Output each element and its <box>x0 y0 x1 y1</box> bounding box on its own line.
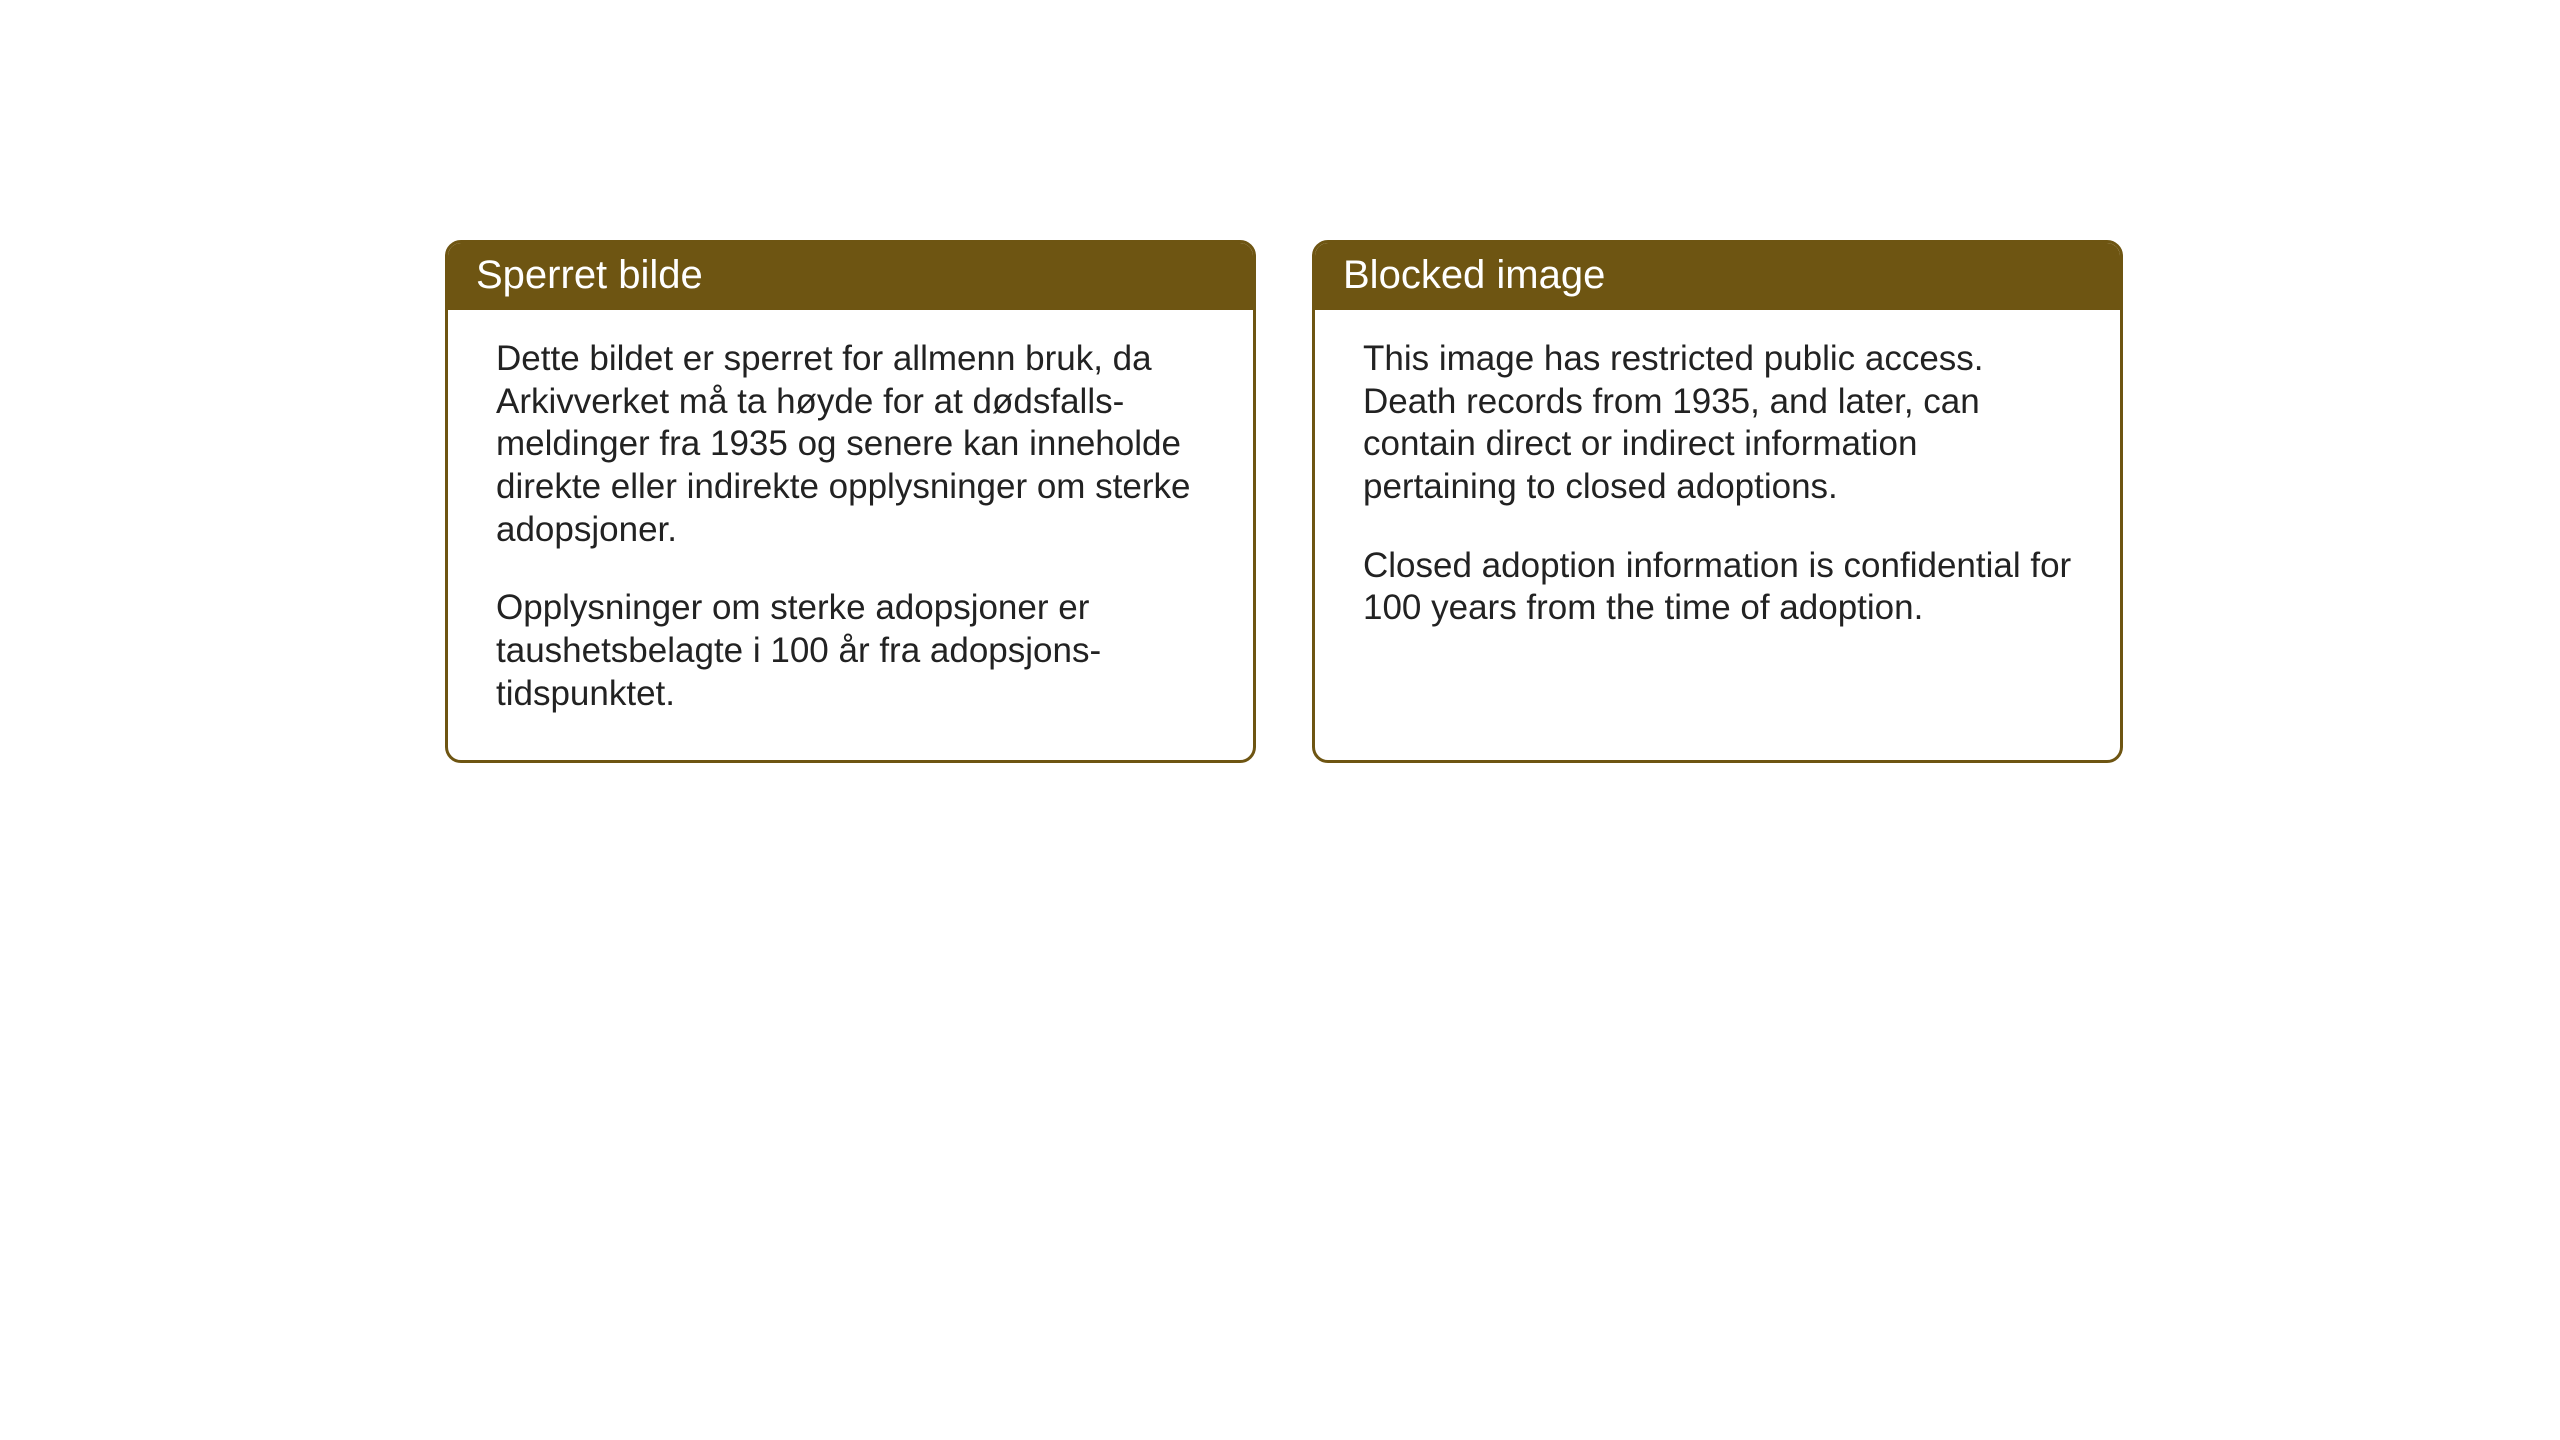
notice-paragraph: Dette bildet er sperret for allmenn bruk… <box>496 338 1205 551</box>
notice-card-body: This image has restricted public access.… <box>1315 310 2120 760</box>
notice-container: Sperret bilde Dette bildet er sperret fo… <box>0 0 2560 763</box>
notice-card-header: Sperret bilde <box>448 243 1253 310</box>
notice-card-norwegian: Sperret bilde Dette bildet er sperret fo… <box>445 240 1256 763</box>
notice-paragraph: Opplysninger om sterke adopsjoner er tau… <box>496 587 1205 715</box>
notice-paragraph: Closed adoption information is confident… <box>1363 545 2072 630</box>
notice-paragraph: This image has restricted public access.… <box>1363 338 2072 509</box>
notice-card-english: Blocked image This image has restricted … <box>1312 240 2123 763</box>
notice-card-body: Dette bildet er sperret for allmenn bruk… <box>448 310 1253 752</box>
notice-card-title: Blocked image <box>1343 253 1605 297</box>
notice-card-header: Blocked image <box>1315 243 2120 310</box>
notice-card-title: Sperret bilde <box>476 253 703 297</box>
